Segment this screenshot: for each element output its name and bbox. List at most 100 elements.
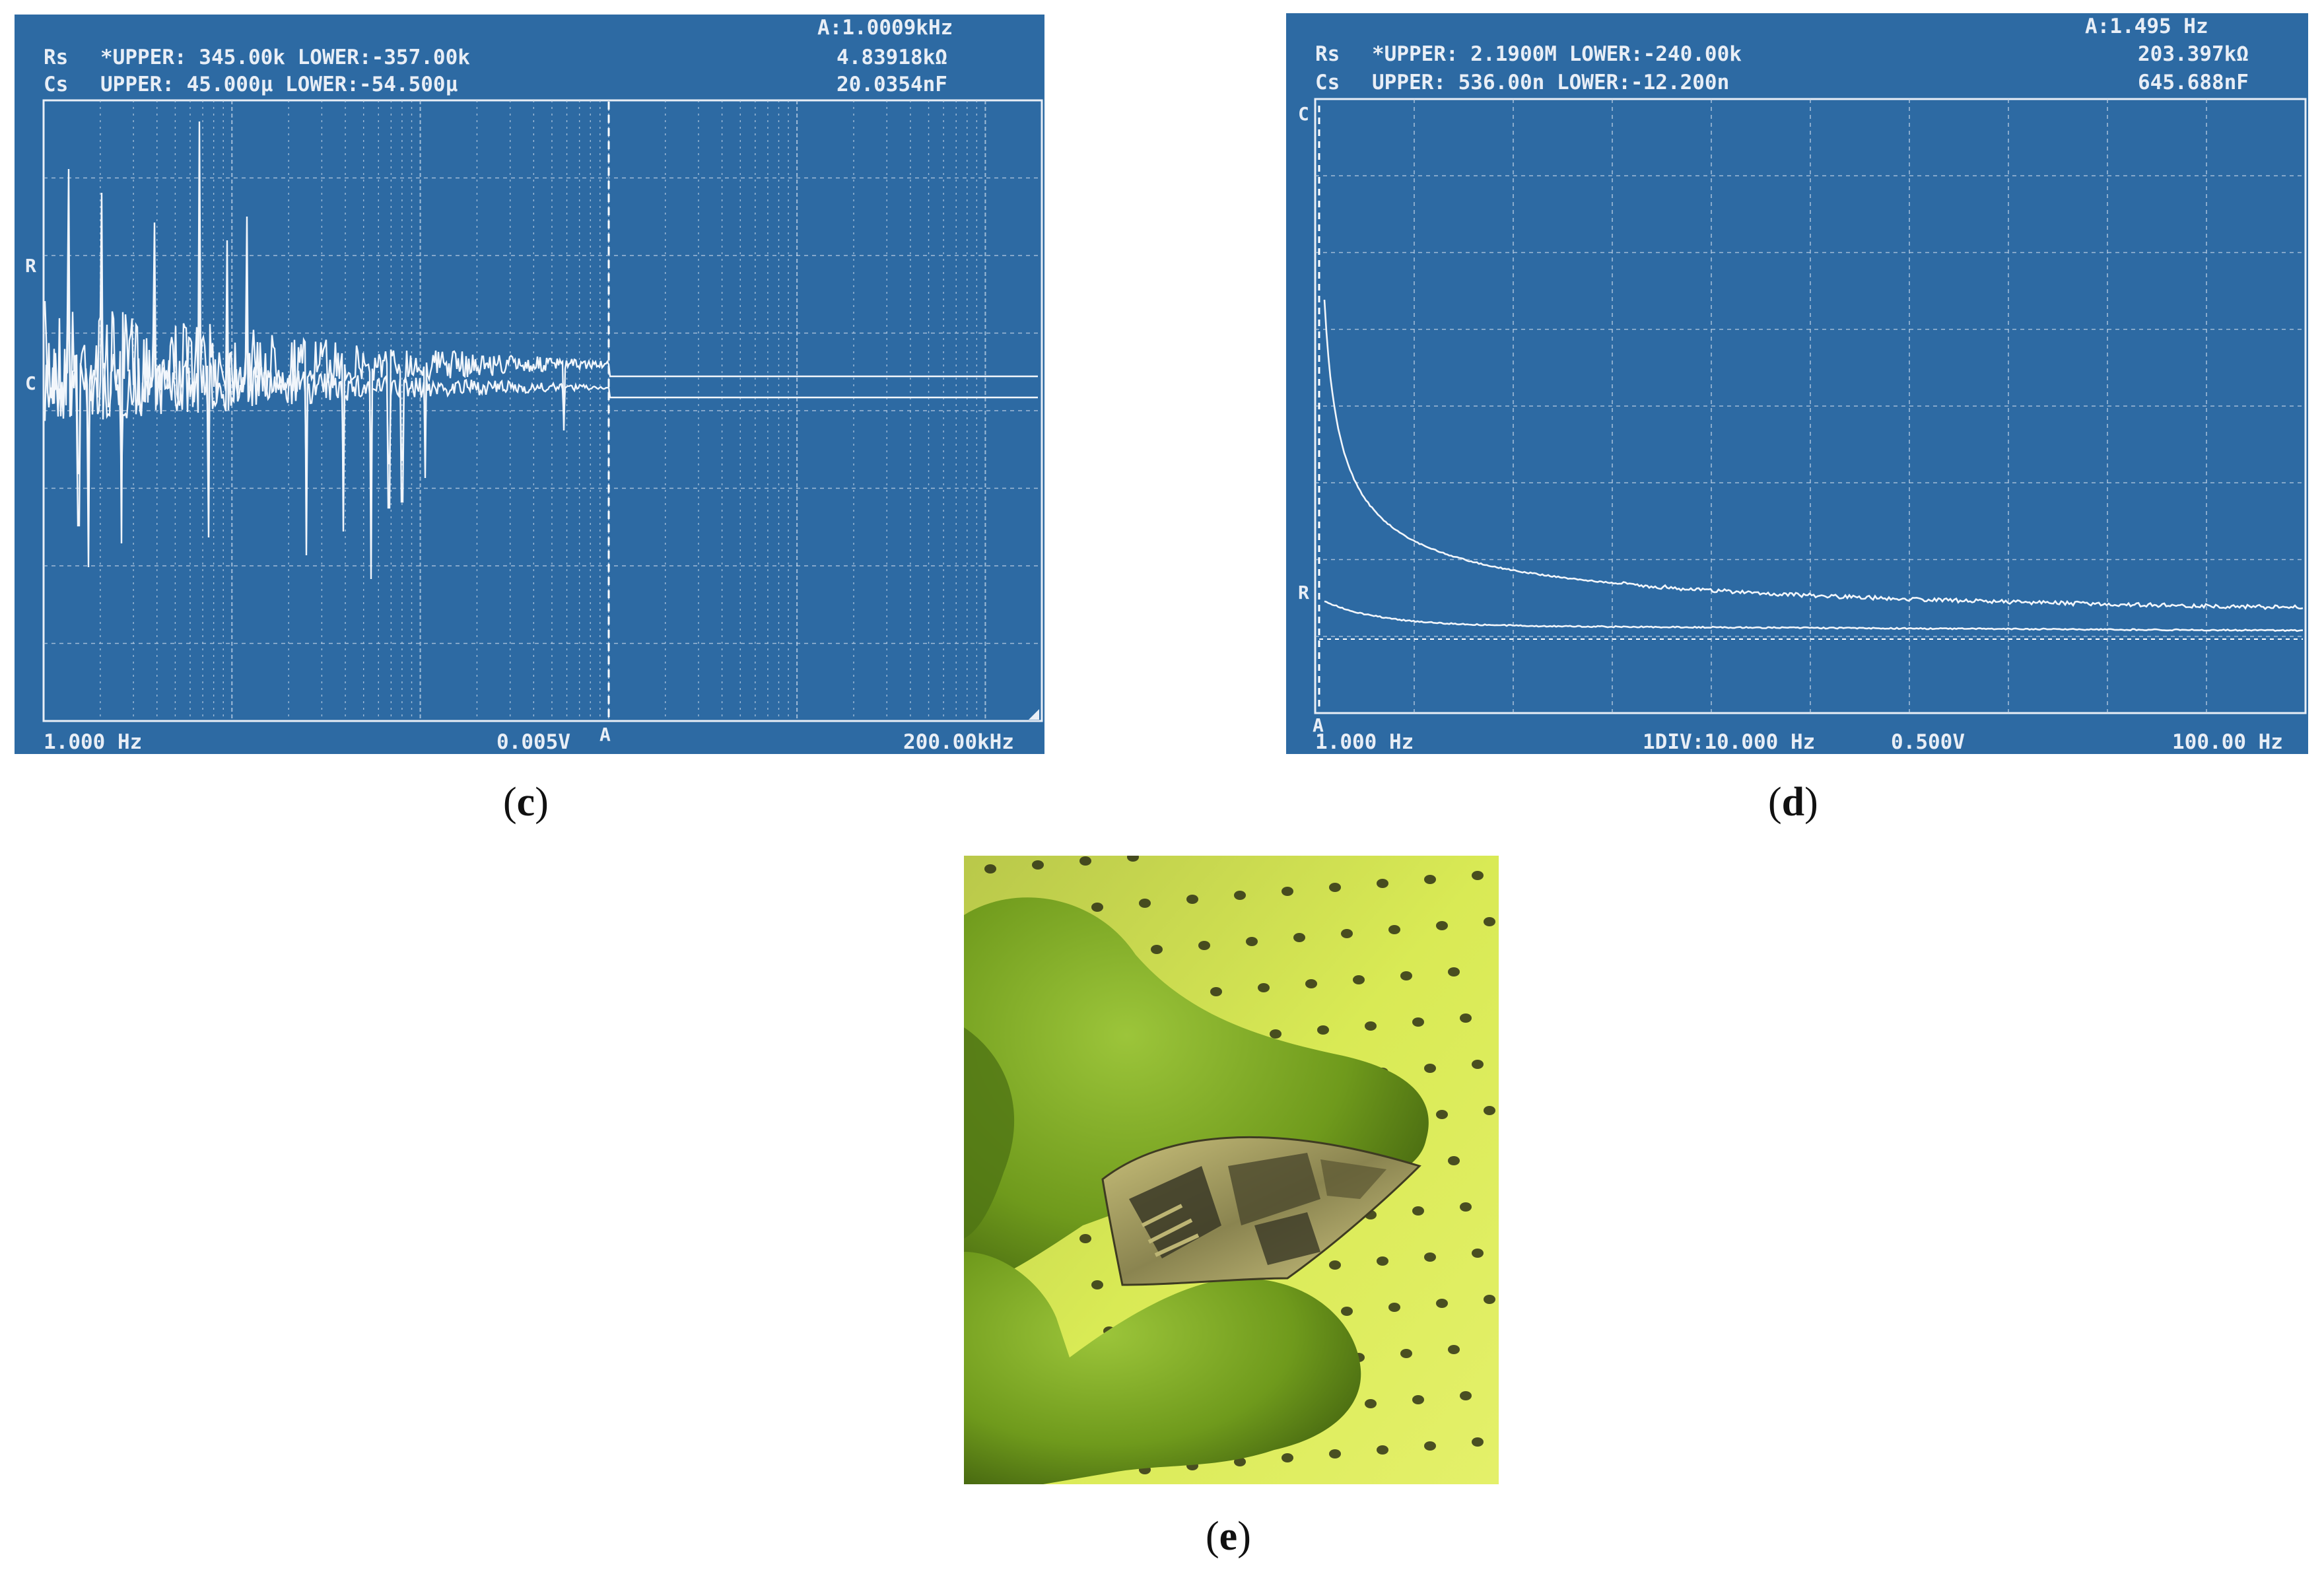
perforation-hole [1388, 925, 1400, 934]
perforation-hole [1186, 895, 1198, 904]
caption-e: (e) [1206, 1514, 1251, 1559]
cs-limits: UPPER: 536.00n LOWER:-12.200n [1372, 71, 1729, 94]
trace-r [1324, 600, 2304, 633]
x-end-label: 100.00 Hz [2172, 730, 2283, 754]
trace-r-label: R [25, 255, 36, 277]
perforation-hole [1400, 1349, 1412, 1358]
marker-readout: A:1.0009kHz [817, 16, 953, 40]
cs-value: 645.688nF [2138, 71, 2249, 94]
perforation-hole [1377, 1445, 1388, 1455]
perforation-hole [1151, 945, 1163, 954]
trace-c [1323, 299, 2304, 611]
cs-limits: UPPER: 45.000μ LOWER:-54.500μ [100, 73, 458, 96]
cs-value: 20.0354nF [837, 73, 947, 96]
rs-limits: *UPPER: 2.1900M LOWER:-240.00k [1372, 42, 1742, 66]
perforation-hole [1365, 1399, 1377, 1408]
perforation-hole [1448, 1156, 1460, 1165]
perforation-hole [1365, 1021, 1377, 1031]
perforation-hole [1377, 1256, 1388, 1266]
x-start-label: 1.000 Hz [44, 730, 142, 754]
perforation-hole [1400, 971, 1412, 980]
scale-label: 0.005V [496, 730, 570, 754]
cursor-label: A [1313, 714, 1324, 736]
rs-value: 4.83918kΩ [837, 46, 947, 69]
glove-shadow [964, 1027, 1015, 1239]
photo-illustration [964, 856, 1499, 1484]
perforation-hole [1282, 887, 1293, 896]
trace-c-label: C [25, 372, 36, 394]
trace-r-label: R [1298, 582, 1309, 603]
caption-c: (c) [503, 780, 549, 825]
perforation-hole [1341, 929, 1353, 938]
rs-label: Rs [44, 46, 68, 69]
perforation-hole [1436, 1299, 1448, 1308]
perforation-hole [1472, 1249, 1484, 1258]
perforation-hole [1270, 1029, 1282, 1039]
perforation-hole [1127, 856, 1139, 862]
x-start-label: 1.000 Hz [1315, 730, 1414, 754]
perforation-hole [1436, 921, 1448, 930]
perforation-hole [1472, 1437, 1484, 1447]
lcr-display-c: A:1.0009kHz Rs *UPPER: 345.00k LOWER:-35… [25, 16, 1043, 754]
perforation-hole [1091, 1280, 1103, 1289]
perforation-hole [1460, 1202, 1472, 1212]
glove-index-finger [964, 897, 1429, 1291]
perforation-hole [1139, 899, 1151, 908]
glove-thumb [964, 1252, 1361, 1484]
rs-label: Rs [1315, 42, 1340, 66]
perforation-hole [1460, 1013, 1472, 1023]
grid [44, 100, 1042, 721]
perforation-hole [1317, 1025, 1329, 1035]
perforation-hole [1377, 879, 1388, 888]
perforation-hole [1329, 883, 1341, 892]
flexible-sensor-film [1101, 1136, 1421, 1286]
perforation-hole [1448, 967, 1460, 977]
lcr-display-d: A:1.495 Hz Rs *UPPER: 2.1900M LOWER:-240… [1298, 15, 2307, 754]
perforation-hole [1246, 937, 1258, 946]
perforation-hole [1424, 1252, 1436, 1262]
perforation-hole [1079, 1234, 1091, 1243]
trace-c [44, 248, 1038, 504]
division-label: 1DIV:10.000 Hz [1643, 730, 1815, 754]
corner-marker-icon [1029, 709, 1039, 720]
perforation-hole [1091, 903, 1103, 912]
perforation-hole [1412, 1206, 1424, 1216]
cursor-label: A [599, 724, 611, 745]
grid [1315, 99, 2306, 713]
perforation-hole [1198, 941, 1210, 950]
perforation-hole [1412, 1017, 1424, 1027]
perforation-hole [1460, 1391, 1472, 1400]
perforation-hole [1448, 1345, 1460, 1354]
perforation-hole [1305, 979, 1317, 988]
perforation-hole [1079, 856, 1091, 866]
perforation-hole [1258, 983, 1270, 992]
perforation-hole [1341, 1307, 1353, 1316]
perforation-hole [1424, 1441, 1436, 1451]
perforation-hole [1293, 933, 1305, 942]
perforation-hole [984, 864, 996, 874]
x-end-label: 200.00kHz [903, 730, 1014, 754]
perforation-hole [1424, 1064, 1436, 1073]
perforation-hole [1484, 917, 1495, 926]
caption-d: (d) [1768, 780, 1818, 825]
perforation-hole [1329, 1449, 1341, 1458]
perforation-hole [1032, 860, 1044, 870]
lcr-screen-c: A:1.0009kHz Rs *UPPER: 345.00k LOWER:-35… [15, 15, 1044, 754]
perforation-hole [1329, 1260, 1341, 1270]
perforation-hole [1234, 891, 1246, 900]
marker-readout: A:1.495 Hz [2085, 15, 2208, 38]
perforation-hole [1436, 1110, 1448, 1119]
perforation-hole [1234, 1457, 1246, 1466]
perforation-hole [1484, 1295, 1495, 1304]
perforation-hole [1472, 871, 1484, 880]
trace-r [44, 121, 1038, 580]
perforation-hole [1210, 987, 1222, 996]
perforation-hole [1484, 1106, 1495, 1115]
rs-limits: *UPPER: 345.00k LOWER:-357.00k [100, 46, 470, 69]
lcr-screen-d: A:1.495 Hz Rs *UPPER: 2.1900M LOWER:-240… [1286, 13, 2308, 754]
cs-label: Cs [1315, 71, 1340, 94]
scale-label: 0.500V [1891, 730, 1965, 754]
perforation-hole [1412, 1395, 1424, 1404]
perforation-hole [1424, 875, 1436, 884]
sensor-photo [964, 856, 1499, 1484]
